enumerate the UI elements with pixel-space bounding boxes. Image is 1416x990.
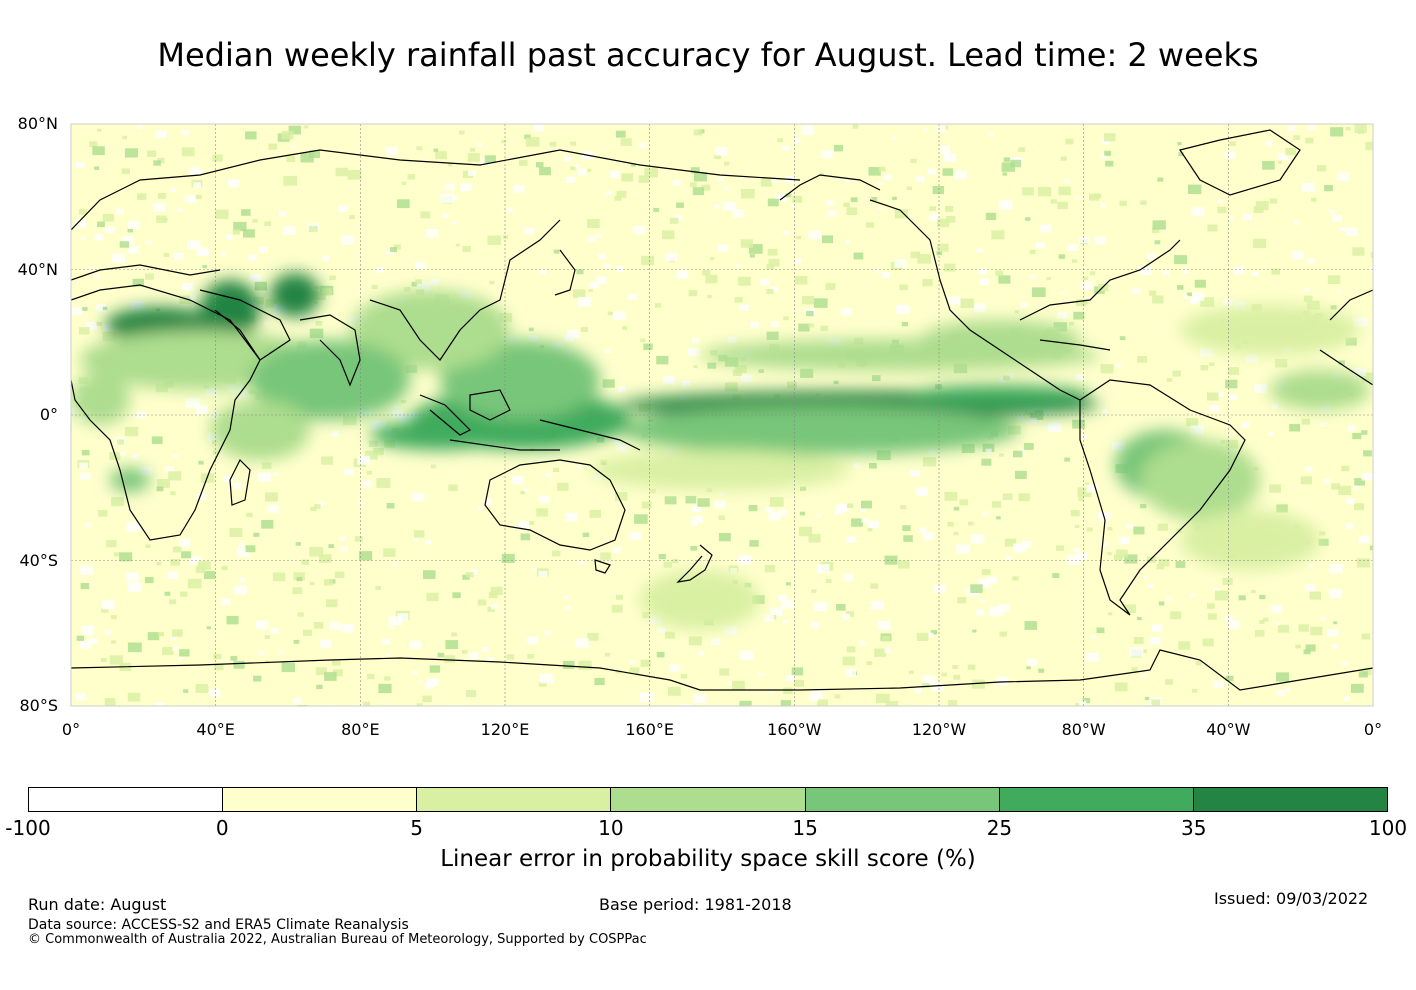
data-source: Data source: ACCESS-S2 and ERA5 Climate … <box>28 917 409 933</box>
colorbar-segment <box>29 788 224 811</box>
colorbar-segment <box>611 788 806 811</box>
lon-label: 120°W <box>911 720 967 739</box>
coastlines <box>71 129 1373 691</box>
colorbar-tick-label: 25 <box>986 816 1013 840</box>
base-period: Base period: 1981-2018 <box>599 895 792 914</box>
colorbar-segment <box>223 788 418 811</box>
skill-regions <box>71 273 1370 630</box>
lat-label: 80°N <box>17 114 58 133</box>
colorbar-tick-label: 15 <box>792 816 818 840</box>
lon-label: 80°E <box>341 720 380 739</box>
colorbar-segment <box>1193 788 1387 811</box>
colorbar-label: Linear error in probability space skill … <box>440 846 976 872</box>
colorbar-tick-label: -100 <box>5 816 51 840</box>
copyright: © Commonwealth of Australia 2022, Austra… <box>28 932 647 947</box>
colorbar-segment <box>417 788 612 811</box>
lon-label: 160°W <box>767 720 822 739</box>
issued-date: Issued: 09/03/2022 <box>1214 889 1369 908</box>
lon-label: 160°E <box>625 720 674 739</box>
colorbar-tick-label: 100 <box>1368 816 1408 840</box>
colorbar-segment <box>999 788 1194 811</box>
lat-label: 40°N <box>17 259 58 279</box>
run-date: Run date: August <box>28 895 167 914</box>
lat-label: 80°S <box>19 696 58 715</box>
lon-label: 0° <box>61 720 81 739</box>
lat-label: 0° <box>39 405 58 424</box>
colorbar-tick-label: 0 <box>215 816 229 840</box>
colorbar-tick-label: 5 <box>410 816 423 840</box>
lon-label: 40°W <box>1206 720 1251 739</box>
colorbar-tick-label: 10 <box>598 816 624 840</box>
lon-label: 40°E <box>196 720 235 739</box>
lon-label: 120°E <box>480 720 530 739</box>
lon-label: 80°W <box>1061 720 1106 739</box>
lon-label: 0° <box>1363 720 1383 739</box>
colorbar-segment <box>805 788 1000 811</box>
colorbar-tick-label: 35 <box>1180 816 1207 840</box>
page-title: Median weekly rainfall past accuracy for… <box>157 36 1259 74</box>
lat-label: 40°S <box>19 550 58 570</box>
colorbar <box>28 787 1388 812</box>
map-frame <box>70 123 1374 707</box>
graticule <box>71 124 1373 706</box>
